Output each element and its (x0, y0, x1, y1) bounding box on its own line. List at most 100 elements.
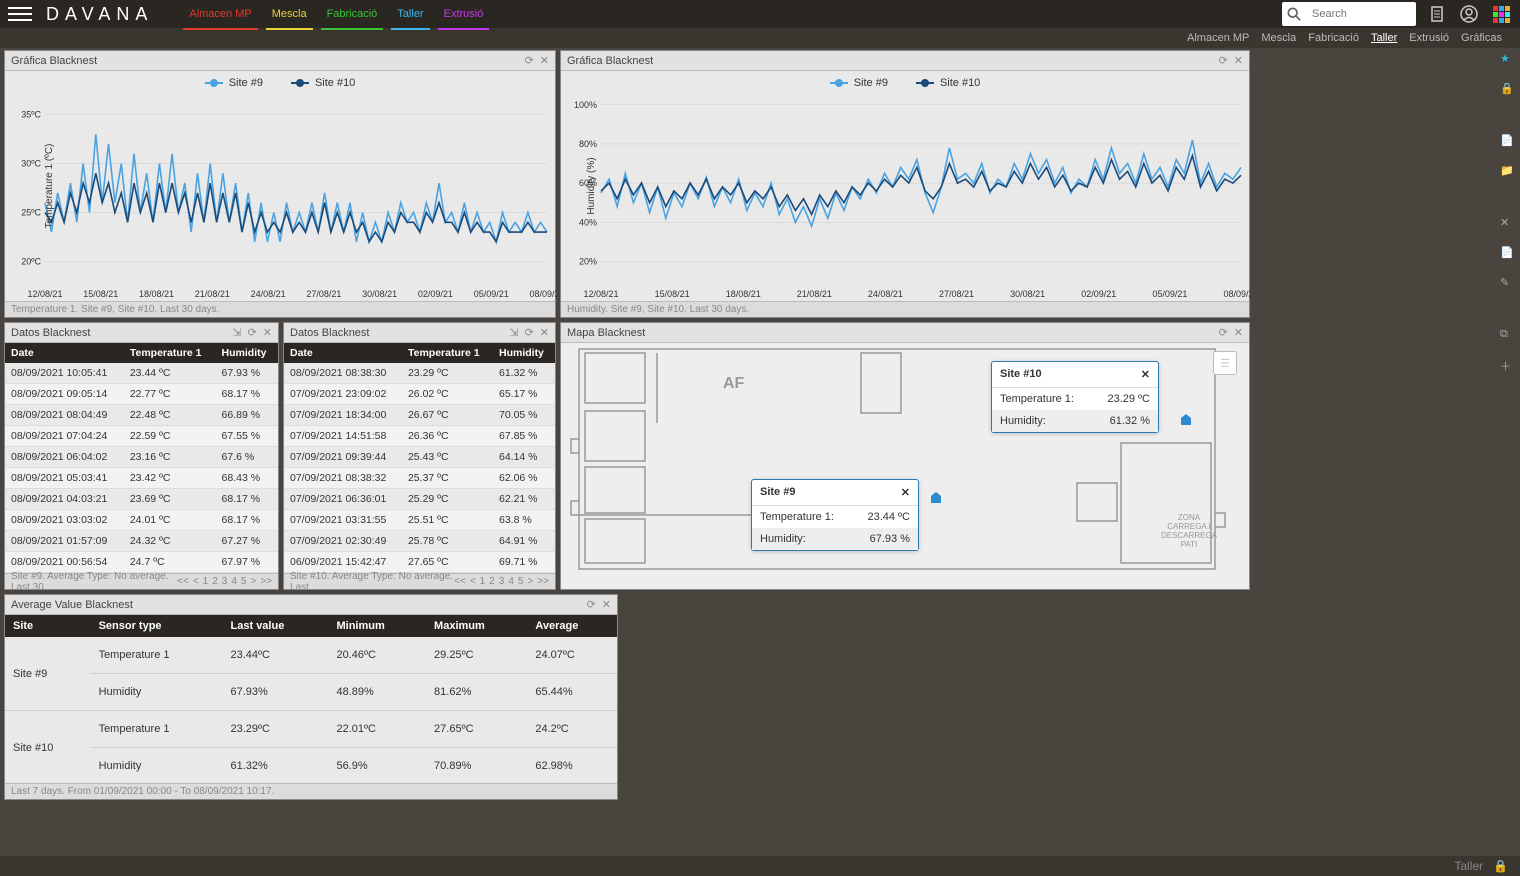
table-row[interactable]: 07/09/2021 02:30:4925.78 ºC64.91 % (284, 531, 555, 552)
chart-legend: Site #9 Site #10 (561, 71, 1249, 91)
table-row[interactable]: 07/09/2021 06:36:0125.29 ºC62.21 % (284, 489, 555, 510)
topnav-item[interactable]: Taller (391, 4, 429, 24)
svg-text:40%: 40% (579, 217, 597, 227)
hamburger-menu[interactable] (8, 2, 32, 26)
svg-text:08/09/21: 08/09/21 (529, 289, 557, 299)
map-label-af: AF (723, 375, 744, 393)
table-row[interactable]: 08/09/2021 01:57:0924.32 ºC67.27 % (5, 531, 278, 552)
close-icon[interactable]: ✕ (1500, 216, 1516, 232)
table-row[interactable]: 07/09/2021 03:31:5525.51 ºC63.8 % (284, 510, 555, 531)
svg-text:27/08/21: 27/08/21 (306, 289, 341, 299)
svg-text:08/09/21: 08/09/21 (1223, 289, 1251, 299)
floorplan[interactable]: ☰ AF ZONA CARREGA I DESCARREGA PATI Site… (561, 343, 1249, 589)
table-row[interactable]: 07/09/2021 23:09:0226.02 ºC65.17 % (284, 384, 555, 405)
table-row[interactable]: 08/09/2021 03:03:0224.01 ºC68.17 % (5, 510, 278, 531)
table-row[interactable]: 08/09/2021 09:05:1422.77 ºC68.17 % (5, 384, 278, 405)
pager[interactable]: <<<12345>>> (177, 576, 272, 587)
table-row[interactable]: 07/09/2021 14:51:5826.36 ºC67.85 % (284, 426, 555, 447)
panel-footer: Site #9. Average Type: No average. Last … (11, 571, 177, 593)
close-panel-icon[interactable]: ✕ (263, 326, 272, 339)
pager[interactable]: <<<12345>>> (454, 576, 549, 587)
subnav-item[interactable]: Extrusió (1409, 32, 1449, 44)
table-row[interactable]: 07/09/2021 08:38:3225.37 ºC62.06 % (284, 468, 555, 489)
subnav-item[interactable]: Mescla (1261, 32, 1296, 44)
map-marker-site9[interactable] (929, 491, 943, 505)
table-row[interactable]: 08/09/2021 05:03:4123.42 ºC68.43 % (5, 468, 278, 489)
close-panel-icon[interactable]: ✕ (1234, 54, 1243, 67)
svg-text:02/09/21: 02/09/21 (1081, 289, 1116, 299)
data-table: DateTemperature 1Humidity08/09/2021 08:3… (284, 343, 555, 573)
svg-text:25ºC: 25ºC (21, 207, 41, 217)
file-icon[interactable]: 📄 (1500, 246, 1516, 262)
svg-text:30ºC: 30ºC (21, 159, 41, 169)
top-nav: Almacen MP Mescla Fabricació Taller Extrusió (183, 4, 489, 24)
plus-icon[interactable]: ＋ (1500, 358, 1516, 374)
table-row[interactable]: 07/09/2021 09:39:4425.43 ºC64.14 % (284, 447, 555, 468)
svg-text:05/09/21: 05/09/21 (1152, 289, 1187, 299)
panel-footer: Temperature 1. Site #9, Site #10. Last 3… (11, 304, 219, 315)
document-icon[interactable] (1426, 3, 1448, 25)
close-panel-icon[interactable]: ✕ (602, 598, 611, 611)
svg-text:05/09/21: 05/09/21 (474, 289, 509, 299)
panel-footer: Site #10. Average Type: No average. Last (290, 571, 454, 593)
panel-title: Datos Blacknest (11, 327, 90, 339)
table-row[interactable]: 08/09/2021 07:04:2422.59 ºC67.55 % (5, 426, 278, 447)
layers-icon[interactable]: ☰ (1213, 351, 1237, 375)
refresh-icon[interactable]: ⟳ (1219, 326, 1228, 339)
status-lock-icon[interactable]: 🔒 (1493, 859, 1508, 873)
svg-text:20%: 20% (579, 256, 597, 266)
apps-grid-icon[interactable] (1490, 3, 1512, 25)
export-icon[interactable]: ⇲ (232, 326, 241, 339)
table-row[interactable]: 07/09/2021 18:34:0026.67 ºC70.05 % (284, 405, 555, 426)
svg-text:24/08/21: 24/08/21 (868, 289, 903, 299)
star-icon[interactable]: ★ (1500, 52, 1516, 68)
map-marker-site10[interactable] (1179, 413, 1193, 427)
svg-text:12/08/21: 12/08/21 (27, 289, 62, 299)
page-icon[interactable]: 📄 (1500, 134, 1516, 150)
subnav-item[interactable]: Taller (1371, 32, 1397, 44)
table-row[interactable]: 08/09/2021 04:03:2123.69 ºC68.17 % (5, 489, 278, 510)
table-row[interactable]: 08/09/2021 08:38:3023.29 ºC61.32 % (284, 363, 555, 384)
search-box (1282, 2, 1416, 26)
topnav-item[interactable]: Fabricació (321, 4, 384, 24)
chart-panel-humidity: Gráfica Blacknest ⟳ ✕ Site #9 Site #10 Hum… (560, 50, 1250, 318)
data-panel-site9: Datos Blacknest⇲⟳✕ DateTemperature 1Humi… (4, 322, 279, 590)
popup-title: Site #10 (1000, 368, 1042, 381)
svg-text:24/08/21: 24/08/21 (251, 289, 286, 299)
refresh-icon[interactable]: ⟳ (587, 598, 596, 611)
topnav-item[interactable]: Extrusió (438, 4, 490, 24)
subnav-item[interactable]: Almacen MP (1187, 32, 1249, 44)
refresh-icon[interactable]: ⟳ (1219, 54, 1228, 67)
search-input[interactable] (1306, 3, 1416, 25)
popup-close-icon[interactable]: ✕ (901, 486, 910, 499)
map-panel: Mapa Blacknest⟳✕ ☰ AF ZONA CARREGA I DES… (560, 322, 1250, 590)
y-axis-label: Humidity (%) (586, 157, 597, 214)
topnav-item[interactable]: Almacen MP (183, 4, 257, 24)
panel-title: Gráfica Blacknest (567, 55, 653, 67)
svg-text:30/08/21: 30/08/21 (362, 289, 397, 299)
edit-icon[interactable]: ✎ (1500, 276, 1516, 292)
close-panel-icon[interactable]: ✕ (540, 54, 549, 67)
copy-icon[interactable]: ⧉ (1500, 328, 1516, 344)
export-icon[interactable]: ⇲ (509, 326, 518, 339)
refresh-icon[interactable]: ⟳ (525, 54, 534, 67)
table-row[interactable]: 08/09/2021 06:04:0223.16 ºC67.6 % (5, 447, 278, 468)
lock-icon[interactable]: 🔒 (1500, 82, 1516, 98)
subnav-item[interactable]: Fabricació (1308, 32, 1359, 44)
search-icon[interactable] (1282, 2, 1306, 26)
popup-title: Site #9 (760, 486, 795, 499)
svg-text:02/09/21: 02/09/21 (418, 289, 453, 299)
close-panel-icon[interactable]: ✕ (540, 326, 549, 339)
topnav-item[interactable]: Mescla (266, 4, 313, 24)
refresh-icon[interactable]: ⟳ (525, 326, 534, 339)
user-icon[interactable] (1458, 3, 1480, 25)
popup-close-icon[interactable]: ✕ (1141, 368, 1150, 381)
table-row[interactable]: 06/09/2021 15:42:4727.65 ºC69.71 % (284, 552, 555, 573)
subnav-item[interactable]: Gráficas (1461, 32, 1502, 44)
close-panel-icon[interactable]: ✕ (1234, 326, 1243, 339)
table-row[interactable]: 08/09/2021 00:56:5424.7 ºC67.97 % (5, 552, 278, 573)
table-row[interactable]: 08/09/2021 08:04:4922.48 ºC66.89 % (5, 405, 278, 426)
folder-icon[interactable]: 📁 (1500, 164, 1516, 180)
refresh-icon[interactable]: ⟳ (248, 326, 257, 339)
table-row[interactable]: 08/09/2021 10:05:4123.44 ºC67.93 % (5, 363, 278, 384)
